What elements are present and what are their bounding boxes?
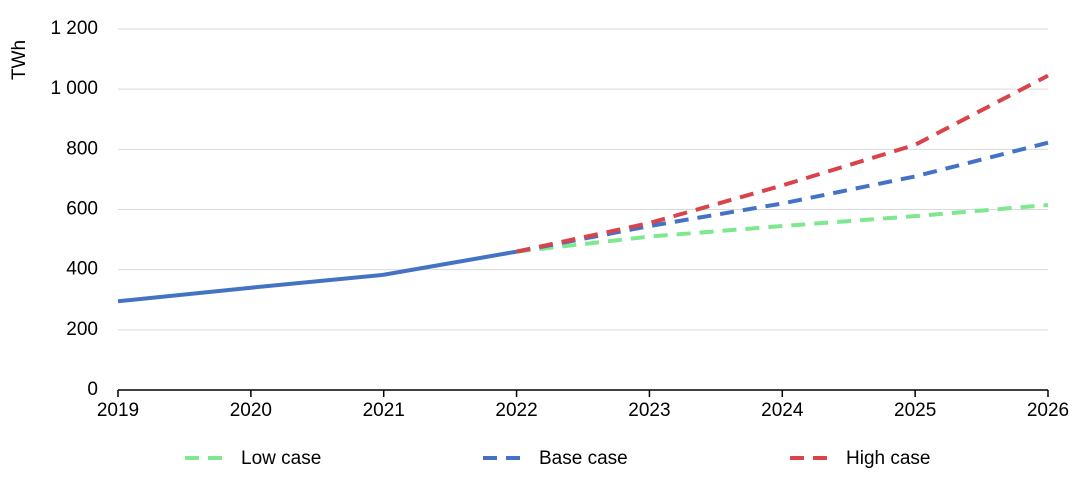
y-tick-label: 0 [87,379,98,400]
y-tick-label: 1 200 [50,18,98,39]
x-tick-label: 2026 [1027,400,1069,421]
x-tick-label: 2022 [495,400,537,421]
y-tick-label: 1 000 [50,78,98,99]
y-tick-label: 400 [66,259,98,280]
y-tick-label: 800 [66,138,98,159]
x-tick-label: 2024 [761,400,804,421]
series-line [516,73,1049,254]
series-line [516,202,1049,254]
x-tick-label: 2020 [230,400,272,421]
x-tick-label: 2023 [628,400,670,421]
y-axis-label: TWh [9,40,30,80]
y-tick-label: 200 [66,319,98,340]
y-tick-label: 600 [66,199,98,220]
legend-label: Base case [539,448,628,469]
series-line [117,249,517,304]
x-tick-label: 2019 [97,400,139,421]
legend-label: High case [846,448,931,469]
x-tick-label: 2025 [894,400,936,421]
x-tick-label: 2021 [363,400,405,421]
legend-label: Low case [241,448,321,469]
